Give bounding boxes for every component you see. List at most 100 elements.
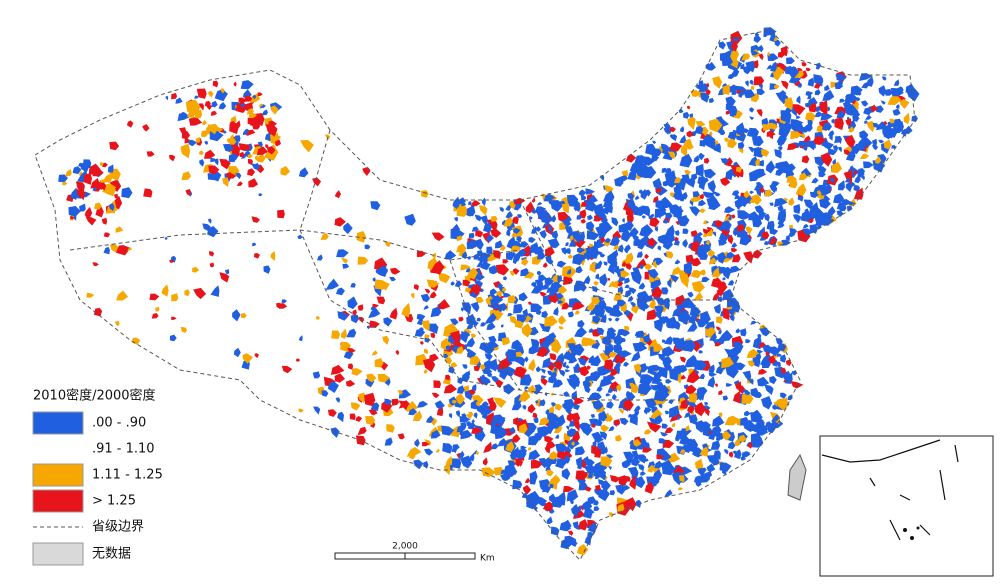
region-patch — [509, 316, 517, 325]
region-patch — [613, 334, 625, 346]
region-patch — [464, 332, 471, 337]
region-patch — [534, 384, 543, 392]
region-patch — [698, 180, 705, 191]
region-patch — [664, 173, 678, 184]
region-patch — [566, 428, 576, 438]
region-patch — [578, 189, 587, 197]
region-patch — [787, 143, 799, 151]
region-patch — [664, 427, 674, 434]
region-patch — [366, 373, 377, 383]
region-patch — [621, 228, 631, 242]
region-patch — [643, 429, 652, 435]
region-patch — [561, 247, 567, 255]
region-patch — [548, 451, 560, 460]
region-patch — [738, 434, 747, 443]
region-patch — [445, 345, 451, 351]
region-patch — [349, 413, 356, 420]
region-patch — [452, 399, 458, 404]
region-patch — [644, 458, 649, 462]
region-patch — [621, 327, 630, 337]
region-patch — [297, 234, 303, 239]
region-patch — [698, 199, 707, 206]
region-patch — [635, 330, 645, 338]
region-patch — [750, 194, 762, 206]
region-patch — [642, 334, 651, 343]
region-patch — [424, 439, 431, 446]
region-patch — [448, 413, 453, 419]
region-patch — [142, 124, 150, 132]
region-patch — [573, 421, 580, 432]
region-patch — [573, 403, 581, 411]
region-patch — [75, 181, 85, 193]
region-patch — [443, 462, 451, 476]
region-patch — [424, 288, 431, 294]
region-patch — [517, 214, 523, 218]
region-patch — [692, 191, 700, 198]
region-patch — [708, 372, 717, 377]
region-patch — [65, 168, 72, 177]
region-patch — [827, 148, 838, 156]
region-patch — [764, 384, 774, 395]
region-patch — [369, 320, 380, 328]
region-patch — [814, 89, 821, 96]
region-patch — [222, 177, 229, 187]
region-patch — [499, 207, 504, 213]
region-patch — [219, 158, 231, 170]
region-patch — [762, 124, 774, 131]
region-patch — [503, 292, 511, 298]
region-patch — [845, 181, 853, 193]
region-patch — [468, 201, 472, 206]
region-patch — [621, 261, 626, 267]
region-patch — [551, 377, 558, 382]
region-patch — [527, 403, 536, 414]
region-patch — [450, 362, 458, 368]
region-patch — [356, 231, 366, 243]
region-patch — [749, 169, 759, 182]
region-patch — [247, 168, 255, 177]
region-patch — [773, 121, 778, 124]
region-patch — [623, 485, 631, 490]
region-patch — [531, 197, 536, 203]
region-patch — [651, 286, 663, 299]
region-patch — [475, 296, 484, 304]
region-patch — [727, 441, 736, 450]
region-patch — [541, 310, 548, 319]
region-patch — [758, 368, 768, 375]
region-patch — [94, 202, 102, 210]
region-patch — [242, 353, 253, 364]
region-patch — [726, 138, 736, 147]
region-patch — [210, 285, 220, 297]
region-patch — [501, 337, 510, 346]
region-patch — [733, 37, 740, 42]
region-patch — [540, 209, 550, 221]
region-patch — [228, 138, 237, 145]
region-patch — [529, 470, 538, 482]
region-patch — [90, 178, 100, 189]
region-patch — [652, 469, 663, 481]
region-patch — [597, 327, 605, 336]
region-patch — [697, 232, 703, 237]
region-patch — [358, 392, 366, 403]
region-patch — [235, 172, 242, 180]
region-patch — [690, 89, 701, 97]
region-patch — [627, 212, 634, 223]
region-patch — [745, 60, 755, 73]
region-patch — [58, 174, 68, 183]
region-patch — [633, 363, 642, 374]
region-patch — [347, 296, 358, 310]
region-patch — [483, 222, 492, 233]
region-patch — [493, 304, 501, 310]
region-patch — [750, 44, 761, 53]
region-patch — [416, 400, 429, 408]
region-patch — [627, 192, 635, 201]
region-patch — [854, 174, 861, 184]
region-patch — [240, 103, 246, 107]
region-patch — [204, 140, 209, 145]
region-patch — [722, 288, 734, 301]
region-patch — [674, 259, 681, 265]
region-patch — [608, 280, 616, 288]
region-patch — [558, 285, 568, 294]
region-patch — [789, 178, 798, 189]
region-patch — [803, 199, 814, 210]
region-patch — [802, 223, 809, 229]
